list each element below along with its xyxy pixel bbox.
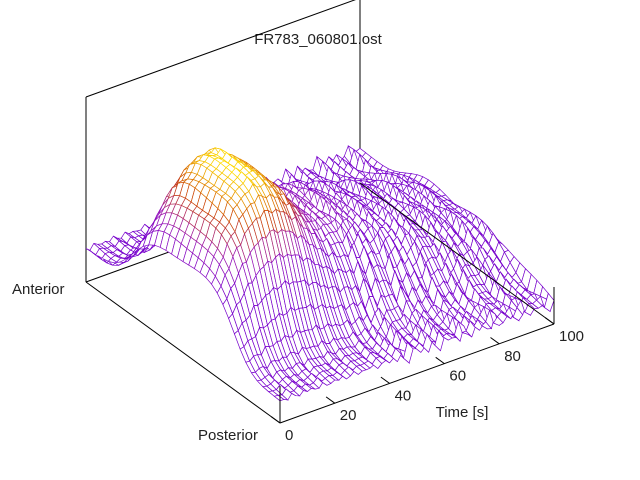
time-tick-20 (325, 396, 336, 404)
time-tick-label-80: 80 (504, 348, 521, 365)
box-edge-front-floor (279, 323, 555, 424)
bounding-box-front (279, 182, 555, 424)
box-edge-left-floor (85, 281, 281, 424)
time-tick-40 (380, 376, 390, 384)
time-tick-label-40: 40 (395, 387, 412, 404)
surface-mesh (85, 145, 555, 402)
time-axis-label: Time [s] (436, 404, 489, 421)
chart-title: FR783_060801.ost (254, 31, 382, 48)
time-axis-ticks: 0 20 40 60 80 100 (271, 317, 584, 444)
time-tick-60 (435, 356, 445, 365)
box-edge-back-top (85, 0, 356, 98)
box-edge-right-floor (359, 182, 555, 325)
time-tick-label-100: 100 (559, 328, 584, 345)
time-tick-label-0: 0 (285, 427, 293, 444)
posterior-label: Posterior (198, 427, 258, 444)
time-tick-80 (490, 337, 500, 345)
time-tick-100 (545, 317, 555, 325)
time-tick-0 (271, 416, 281, 424)
time-tick-label-60: 60 (449, 368, 466, 385)
time-tick-label-20: 20 (340, 407, 357, 424)
anterior-label: Anterior (12, 281, 65, 298)
